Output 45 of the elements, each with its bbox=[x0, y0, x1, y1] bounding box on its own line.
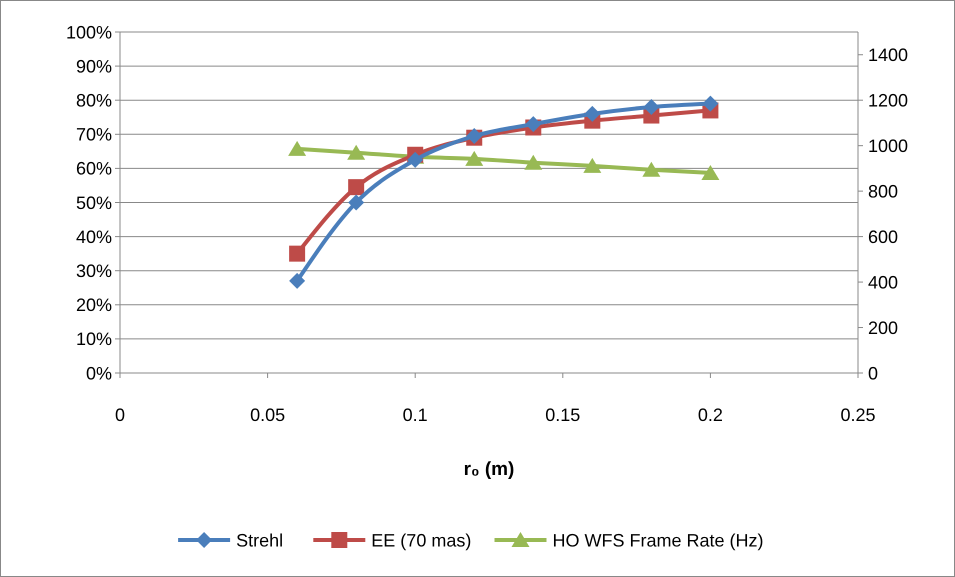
point bbox=[288, 140, 306, 156]
y2-tick-label: 200 bbox=[868, 318, 898, 338]
y-tick-label: 90% bbox=[76, 56, 112, 76]
x-tick-label: 0.05 bbox=[250, 405, 286, 425]
x-tick-label: 0.25 bbox=[840, 405, 876, 425]
y-tick-label: 20% bbox=[76, 295, 112, 316]
x-tick-label: 0.15 bbox=[545, 405, 580, 425]
point bbox=[642, 162, 660, 177]
y-tick-label: 80% bbox=[76, 90, 112, 110]
y-tick-label: 10% bbox=[76, 329, 112, 350]
y-tick-label: 70% bbox=[76, 124, 112, 145]
x-tick-label: 0.2 bbox=[698, 405, 723, 425]
legend-label: HO WFS Frame Rate (Hz) bbox=[552, 530, 764, 550]
y-tick-label: 50% bbox=[76, 192, 112, 213]
y2-tick-label: 800 bbox=[868, 181, 898, 202]
point bbox=[524, 154, 542, 170]
y-tick-label: 0% bbox=[86, 363, 112, 384]
point bbox=[289, 246, 306, 262]
legend-label: Strehl bbox=[236, 530, 284, 550]
x-tick-label: 0.1 bbox=[402, 405, 428, 425]
y2-tick-label: 1000 bbox=[868, 136, 908, 156]
point bbox=[702, 96, 718, 112]
x-tick-label: 0 bbox=[114, 405, 126, 425]
y-tick-label: 100% bbox=[66, 22, 112, 42]
y-tick-label: 60% bbox=[76, 158, 112, 179]
y2-tick-label: 1400 bbox=[868, 45, 908, 66]
y2-tick-label: 400 bbox=[868, 272, 898, 292]
x-axis-title: r₀ (m) bbox=[464, 459, 514, 480]
y-tick-label: 30% bbox=[76, 261, 112, 281]
point bbox=[583, 158, 602, 173]
point bbox=[584, 106, 600, 122]
point bbox=[407, 152, 424, 168]
legend-label: EE (70 mas) bbox=[371, 530, 472, 550]
point bbox=[643, 99, 660, 116]
point bbox=[347, 144, 366, 160]
y2-tick-label: 0 bbox=[868, 363, 878, 384]
y2-tick-label: 1200 bbox=[868, 90, 908, 110]
point bbox=[348, 179, 364, 196]
point bbox=[465, 150, 484, 166]
point bbox=[701, 164, 720, 180]
y2-tick-label: 600 bbox=[868, 226, 898, 247]
point bbox=[289, 272, 306, 289]
point bbox=[348, 194, 364, 210]
y-tick-label: 40% bbox=[76, 226, 112, 247]
point bbox=[525, 116, 542, 132]
